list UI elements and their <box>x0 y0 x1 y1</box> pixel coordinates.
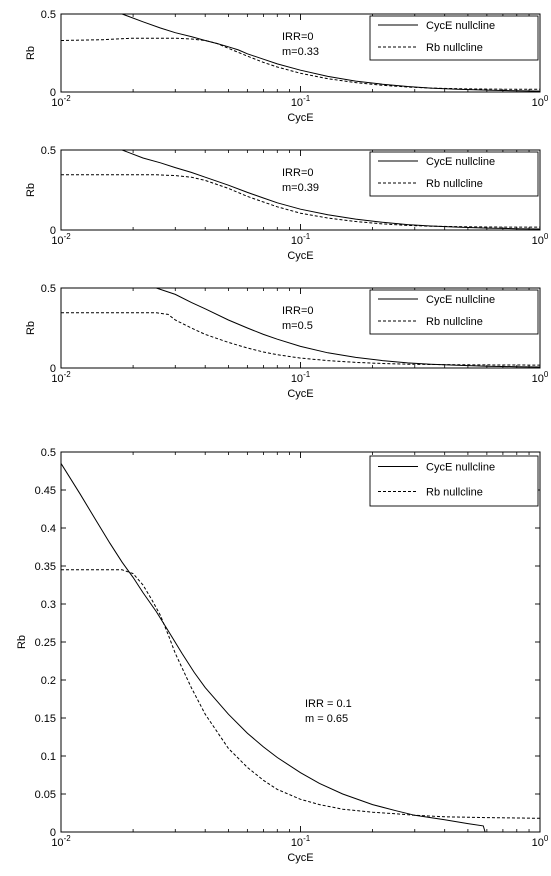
y-tick-label: 0.4 <box>41 523 56 535</box>
y-tick-label: 0.5 <box>41 283 56 295</box>
irr-annotation: IRR=0 <box>282 167 314 179</box>
x-tick-label: 10-1 <box>291 370 311 385</box>
rb-nullcline-line <box>61 569 540 819</box>
y-tick-label: 0.05 <box>35 789 56 801</box>
legend-entry: CycE nullcline <box>426 20 495 32</box>
x-tick-label: 10-2 <box>51 370 71 385</box>
chart-panel-2: 10-2 10-1 100 0 0.5 CycE Rb IRR=0 m=0.39 CycE nul… <box>25 145 549 262</box>
y-tick-label: 0.15 <box>35 713 56 725</box>
y-tick-label: 0 <box>50 225 56 237</box>
cyce-nullcline-line <box>121 14 540 92</box>
cyce-nullcline-line <box>156 288 540 368</box>
m-annotation: m=0.33 <box>282 46 319 58</box>
cyce-nullcline-line <box>121 150 540 230</box>
x-tick-label: 100 <box>532 94 549 109</box>
y-tick-label: 0.5 <box>41 9 56 21</box>
m-annotation: m=0.5 <box>282 320 313 332</box>
y-tick-label: 0 <box>50 363 56 375</box>
legend-entry: CycE nullcline <box>426 462 495 474</box>
y-tick-label: 0.45 <box>35 485 56 497</box>
x-tick-label: 100 <box>532 834 549 849</box>
y-axis-label: Rb <box>25 321 37 335</box>
legend-entry: Rb nullcline <box>426 487 483 499</box>
chart-panel-3: 10-2 10-1 100 0 0.5 CycE Rb IRR=0 m=0.5 CycE null… <box>25 283 549 400</box>
y-tick-label: 0.35 <box>35 561 56 573</box>
plot-frame <box>60 451 541 833</box>
legend-entry: Rb nullcline <box>426 42 483 54</box>
rb-nullcline-line <box>61 174 540 228</box>
x-tick-label: 10-1 <box>291 94 311 109</box>
y-tick-label: 0 <box>50 87 56 99</box>
x-axis-label: CycE <box>287 852 313 864</box>
irr-annotation: IRR=0 <box>282 31 314 43</box>
legend: CycE nullcline Rb nullcline <box>369 151 539 197</box>
x-tick-label: 10-1 <box>291 834 311 849</box>
legend: CycE nullcline Rb nullcline <box>369 15 539 61</box>
y-tick-label: 0.25 <box>35 637 56 649</box>
m-annotation: m=0.39 <box>282 182 319 194</box>
y-tick-label: 0.2 <box>41 675 56 687</box>
x-tick-label: 10-2 <box>51 232 71 247</box>
x-axis-label: CycE <box>287 388 313 400</box>
legend-box <box>369 151 539 197</box>
x-tick-label: 10-1 <box>291 232 311 247</box>
rb-nullcline-line <box>61 312 540 366</box>
legend-box <box>369 289 539 335</box>
legend-entry: Rb nullcline <box>426 316 483 328</box>
legend-entry: CycE nullcline <box>426 156 495 168</box>
legend-entry: CycE nullcline <box>426 294 495 306</box>
m-annotation: m = 0.65 <box>305 713 348 725</box>
x-axis-label: CycE <box>287 250 313 262</box>
y-tick-label: 0 <box>50 827 56 839</box>
x-axis-label: CycE <box>287 112 313 124</box>
rb-nullcline-line <box>61 37 540 90</box>
y-tick-label: 0.5 <box>41 447 56 459</box>
y-tick-label: 0.5 <box>41 145 56 157</box>
x-tick-label: 10-2 <box>51 834 71 849</box>
irr-annotation: IRR=0 <box>282 305 314 317</box>
y-axis-label: Rb <box>16 635 28 649</box>
legend: CycE nullcline Rb nullcline <box>369 455 539 507</box>
x-tick-label: 10-2 <box>51 94 71 109</box>
y-tick-label: 0.3 <box>41 599 56 611</box>
chart-panel-1: 10-2 10-1 100 0 0.5 CycE Rb IRR=0 m=0.33 CycE nul… <box>25 9 549 124</box>
irr-annotation: IRR = 0.1 <box>305 698 352 710</box>
y-axis-label: Rb <box>25 183 37 197</box>
legend-box <box>369 455 539 507</box>
y-tick-label: 0.1 <box>41 751 56 763</box>
y-axis-label: Rb <box>25 46 37 60</box>
x-tick-label: 100 <box>532 370 549 385</box>
legend-entry: Rb nullcline <box>426 178 483 190</box>
chart-panel-4: 10-2 10-1 100 0 0.05 0.1 0.15 0.2 0.25 0.3 0.35 0.4… <box>16 447 549 864</box>
cyce-nullcline-line <box>61 463 486 832</box>
legend: CycE nullcline Rb nullcline <box>369 289 539 335</box>
legend-box <box>369 15 539 61</box>
x-tick-label: 100 <box>532 232 549 247</box>
